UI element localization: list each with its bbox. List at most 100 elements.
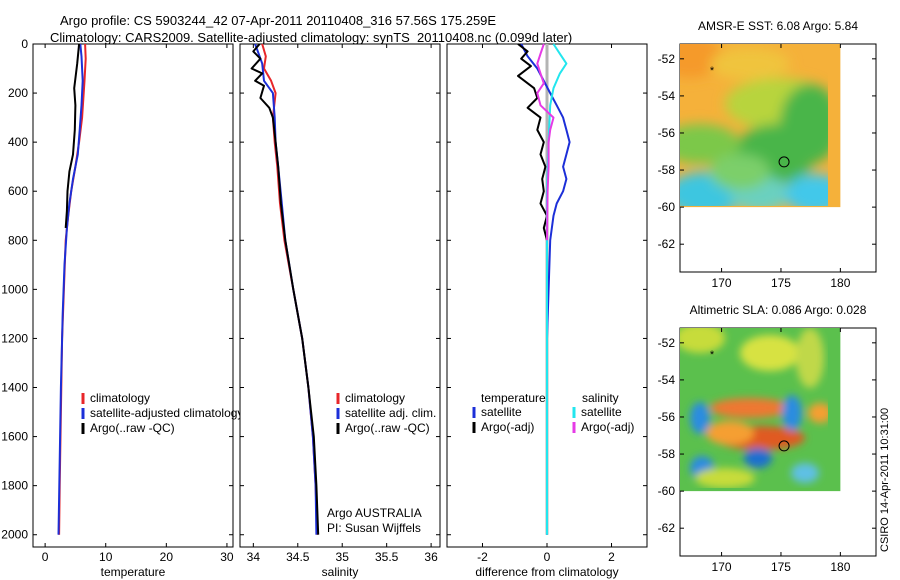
x-tick-label: 170 <box>712 560 732 574</box>
legend-label: satellite <box>481 405 522 419</box>
y-tick-label: -52 <box>658 336 676 350</box>
previous-position-marker: * <box>710 349 715 361</box>
x-tick-label: 2 <box>608 550 615 564</box>
float-position-marker <box>778 440 790 452</box>
heatmap-cell <box>785 174 828 206</box>
heatmap-cell <box>695 468 755 488</box>
y-tick-label: -58 <box>658 447 676 461</box>
figure-title-line1: Argo profile: CS 5903244_42 07-Apr-2011 … <box>60 13 497 28</box>
side-label: CSIRO 14-Apr-2011 10:31:00 <box>879 408 891 552</box>
series-line-salinity-satellite <box>546 43 568 535</box>
x-tick-label: -2 <box>477 550 488 564</box>
x-tick-label: 0 <box>42 550 49 564</box>
y-tick-label: -52 <box>658 52 676 66</box>
legend-label: satellite-adjusted climatology <box>90 406 243 420</box>
y-tick-label: 400 <box>8 135 28 149</box>
x-tick-label: 34.5 <box>286 550 310 564</box>
y-tick-label: 1000 <box>1 282 28 296</box>
panel-temperature: 0 10 20 30 0 200 400 600 800 1000 1200 1400 1600 1800… <box>1 37 243 579</box>
y-tick-label: -54 <box>658 373 676 387</box>
series-line-satellite-adjusted-climatology <box>57 43 84 535</box>
legend-label: satellite <box>581 405 622 419</box>
x-tick-label: 10 <box>99 550 113 564</box>
x-axis-label: temperature <box>101 565 166 579</box>
heatmap-blobs <box>680 44 828 206</box>
x-tick-label: 30 <box>220 550 234 564</box>
panel-salinity: 34 34.5 35 35.5 36 salinity climatologysatelli… <box>239 43 441 579</box>
heatmap-cell <box>808 403 828 423</box>
heatmap-cell <box>710 48 790 80</box>
y-tick-label: -56 <box>658 410 676 424</box>
map-title: Altimetric SLA: 0.086 Argo: 0.028 <box>690 303 867 317</box>
heatmap-blobs <box>680 328 828 488</box>
heatmap-cell <box>744 448 772 468</box>
heatmap-cell <box>690 402 710 434</box>
x-axis-label: difference from climatology <box>475 565 618 579</box>
legend-label: Argo(..raw -QC) <box>90 421 175 435</box>
annotation-text: PI: Susan Wijffels <box>327 521 421 535</box>
map-panel-sla: Altimetric SLA: 0.086 Argo: 0.028 170 175 1… <box>658 303 877 574</box>
heatmap-cell <box>706 421 754 445</box>
y-tick-label: 1600 <box>1 430 28 444</box>
x-tick-label: 36 <box>424 550 438 564</box>
legend-label: Argo(-adj) <box>581 420 634 434</box>
legend-label: satellite adj. clim. <box>345 406 436 420</box>
y-tick-label: -58 <box>658 163 676 177</box>
heatmap-field <box>680 328 828 488</box>
heatmap-cell <box>796 328 824 388</box>
series-line-argo-raw-qc <box>250 43 320 535</box>
y-tick-label: -60 <box>658 200 676 214</box>
plot-frame <box>32 43 234 548</box>
legend-header: temperature <box>481 391 546 405</box>
x-tick-label: 34 <box>247 550 261 564</box>
annotation-text: Argo AUSTRALIA <box>327 506 422 520</box>
heatmap-cell <box>791 463 819 483</box>
map-panel-sst: AMSR-E SST: 6.08 Argo: 5.84 170 175 180 -52 -… <box>658 19 877 290</box>
y-tick-label: 0 <box>21 37 28 51</box>
x-tick-label: 35.5 <box>375 550 399 564</box>
plot-frame <box>239 43 441 548</box>
y-tick-label: -60 <box>658 484 676 498</box>
legend-label: climatology <box>90 391 150 405</box>
y-tick-label: 200 <box>8 86 28 100</box>
y-tick-label: -56 <box>658 126 676 140</box>
float-position-marker <box>778 156 790 168</box>
y-tick-label: 2000 <box>1 528 28 542</box>
heatmap-cell <box>740 335 800 371</box>
heatmap-cell <box>680 328 725 353</box>
y-tick-label: -54 <box>658 89 676 103</box>
y-tick-label: 1200 <box>1 331 28 345</box>
series-line-argo-raw-qc <box>64 43 81 229</box>
x-tick-label: 175 <box>771 276 791 290</box>
x-tick-label: 170 <box>712 276 732 290</box>
figure-title-line2: Climatology: CARS2009. Satellite-adjuste… <box>50 30 573 45</box>
heatmap-cell <box>710 154 770 190</box>
series-line-temperature-satellite <box>520 43 571 535</box>
heatmap-cell <box>710 398 790 418</box>
previous-position-marker: * <box>710 65 715 77</box>
x-tick-label: 20 <box>160 550 174 564</box>
x-tick-label: 35 <box>336 550 350 564</box>
y-tick-label: 1800 <box>1 479 28 493</box>
x-tick-label: 180 <box>830 276 850 290</box>
x-axis-label: salinity <box>322 565 359 579</box>
legend-label: climatology <box>345 391 405 405</box>
map-title: AMSR-E SST: 6.08 Argo: 5.84 <box>698 19 858 33</box>
x-tick-label: 0 <box>544 550 551 564</box>
series-line-temperature-argo-adj <box>517 43 548 241</box>
legend-label: Argo(..raw -QC) <box>345 421 430 435</box>
y-tick-label: 800 <box>8 233 28 247</box>
y-tick-label: -62 <box>658 521 676 535</box>
heatmap-cell <box>782 395 802 431</box>
series-line-salinity-argo-adj <box>536 43 555 241</box>
legend-label: Argo(-adj) <box>481 420 534 434</box>
heatmap-cell <box>680 124 740 164</box>
legend-header: salinity <box>582 391 619 405</box>
y-tick-label: 1400 <box>1 381 28 395</box>
heatmap-cell <box>680 44 722 78</box>
y-tick-label: -62 <box>658 237 676 251</box>
x-tick-label: 180 <box>830 560 850 574</box>
heatmap-field <box>680 44 828 206</box>
